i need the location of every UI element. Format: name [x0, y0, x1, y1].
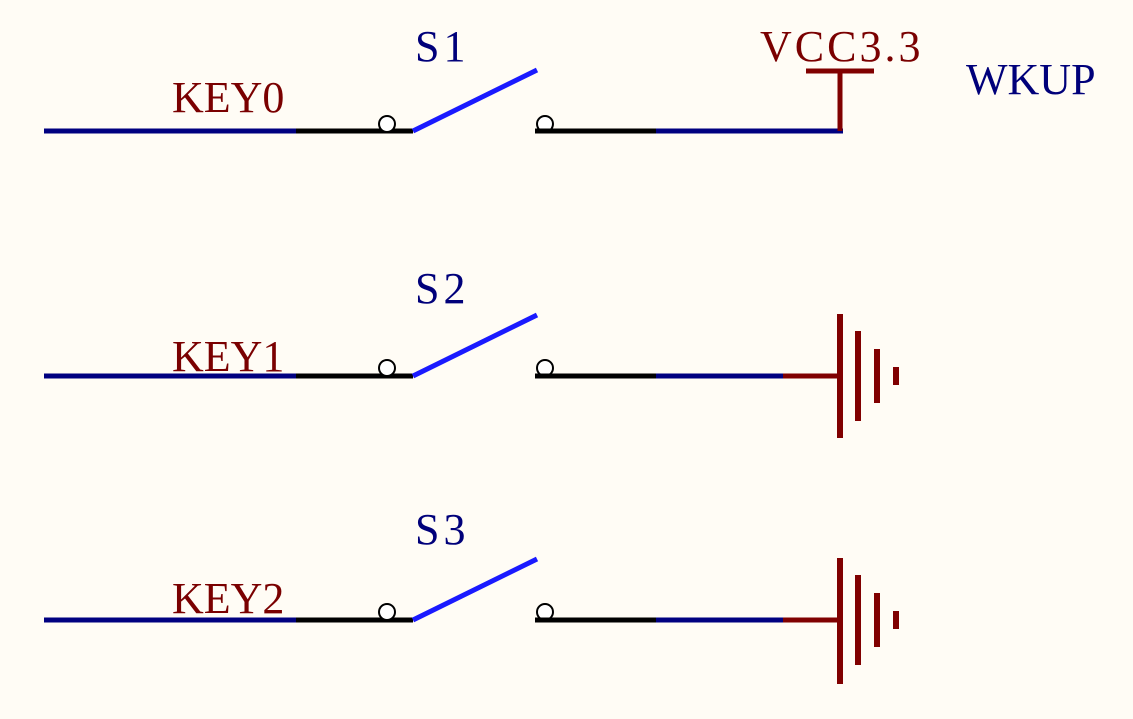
net-label-key1: KEY1: [172, 332, 284, 381]
switch-row-s1: KEY0 S1 VCC3.3 WKUP: [44, 22, 1096, 134]
switch-blade-s2: [411, 312, 539, 379]
switch-row-s3: KEY2 S3: [44, 505, 899, 684]
switch-contact-left-s3: [378, 603, 396, 621]
switch-blade-s3: [411, 556, 539, 623]
net-label-key2: KEY2: [172, 574, 284, 623]
ground-symbol-s3: [783, 558, 899, 684]
wkup-label: WKUP: [966, 55, 1096, 104]
vcc-power-symbol: [806, 68, 874, 131]
switch-designator-s1: S1: [415, 22, 469, 71]
switch-blade-s1: [411, 67, 539, 134]
switch-row-s2: KEY1 S2: [44, 264, 899, 438]
ground-symbol-s2: [783, 314, 899, 438]
net-label-key0: KEY0: [172, 73, 284, 122]
switch-designator-s2: S2: [415, 264, 469, 313]
switch-contact-left-s1: [378, 115, 396, 133]
switch-designator-s3: S3: [415, 505, 469, 554]
switch-contact-left-s2: [378, 359, 396, 377]
vcc-label: VCC3.3: [760, 22, 923, 71]
